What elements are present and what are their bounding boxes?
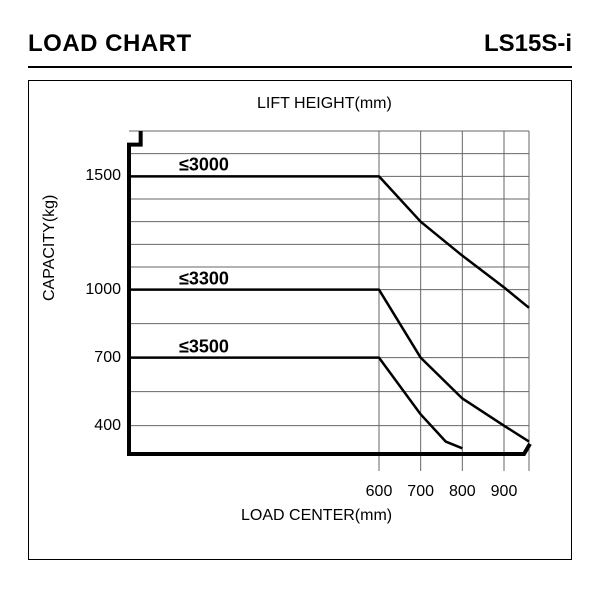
chart-frame: LIFT HEIGHT(mm) CAPACITY(kg) LOAD CENTER… (28, 80, 572, 560)
chart-plot (129, 131, 529, 471)
top-axis-title: LIFT HEIGHT(mm) (257, 95, 392, 113)
series-label: ≤3000 (179, 155, 229, 176)
series-label: ≤3300 (179, 268, 229, 289)
x-tick-label: 800 (449, 483, 476, 501)
x-tick-label: 700 (407, 483, 434, 501)
y-tick-label: 1000 (71, 281, 121, 299)
y-axis-title: CAPACITY(kg) (41, 195, 59, 301)
y-tick-label: 1500 (71, 167, 121, 185)
x-tick-label: 900 (491, 483, 518, 501)
x-axis-title: LOAD CENTER(mm) (241, 507, 392, 525)
x-tick-label: 600 (366, 483, 393, 501)
series-label: ≤3500 (179, 336, 229, 357)
page-title: LOAD CHART (28, 30, 192, 58)
header-divider (28, 66, 572, 68)
y-tick-label: 700 (71, 349, 121, 367)
model-code: LS15S-i (484, 30, 572, 58)
y-tick-label: 400 (71, 417, 121, 435)
